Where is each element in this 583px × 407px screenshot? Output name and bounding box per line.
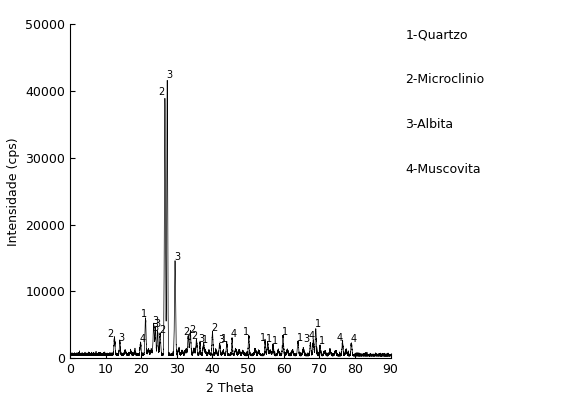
Text: 4: 4 xyxy=(308,331,315,341)
Text: 2: 2 xyxy=(192,331,198,341)
Text: 1: 1 xyxy=(282,328,288,337)
Text: 1: 1 xyxy=(315,319,321,329)
Text: 2-Microclinio: 2-Microclinio xyxy=(405,73,484,86)
Text: 3: 3 xyxy=(153,323,159,333)
Text: 1: 1 xyxy=(243,328,250,337)
Text: 1: 1 xyxy=(266,334,272,344)
Text: 3: 3 xyxy=(118,333,125,343)
Text: 3: 3 xyxy=(154,319,160,329)
Text: 2: 2 xyxy=(211,323,217,333)
Text: 4: 4 xyxy=(139,334,145,344)
Text: 2: 2 xyxy=(189,325,195,335)
Text: 4-Muscovita: 4-Muscovita xyxy=(405,163,481,176)
Text: 1: 1 xyxy=(261,333,266,343)
Text: 3: 3 xyxy=(199,334,205,344)
Text: 4: 4 xyxy=(337,333,343,343)
Text: 3: 3 xyxy=(174,252,181,262)
Text: 2: 2 xyxy=(107,329,113,339)
Text: 3-Albita: 3-Albita xyxy=(405,118,454,131)
Text: 2: 2 xyxy=(159,325,165,335)
Y-axis label: Intensidade (cps): Intensidade (cps) xyxy=(6,137,20,245)
Text: 1: 1 xyxy=(141,309,147,319)
Text: 1-Quartzo: 1-Quartzo xyxy=(405,28,468,42)
Text: 3: 3 xyxy=(152,316,159,326)
Text: 4: 4 xyxy=(231,330,237,339)
Text: 1: 1 xyxy=(221,334,227,344)
Text: 4: 4 xyxy=(350,334,356,344)
X-axis label: 2 Theta: 2 Theta xyxy=(206,382,254,394)
Text: 3: 3 xyxy=(218,335,224,346)
Text: 2: 2 xyxy=(183,328,189,337)
Text: 1: 1 xyxy=(297,333,303,343)
Text: 1: 1 xyxy=(202,335,208,346)
Text: 1: 1 xyxy=(319,336,325,346)
Text: 1: 1 xyxy=(272,336,278,346)
Text: 3: 3 xyxy=(167,70,173,81)
Text: 3: 3 xyxy=(303,334,309,344)
Text: 2: 2 xyxy=(159,87,165,97)
